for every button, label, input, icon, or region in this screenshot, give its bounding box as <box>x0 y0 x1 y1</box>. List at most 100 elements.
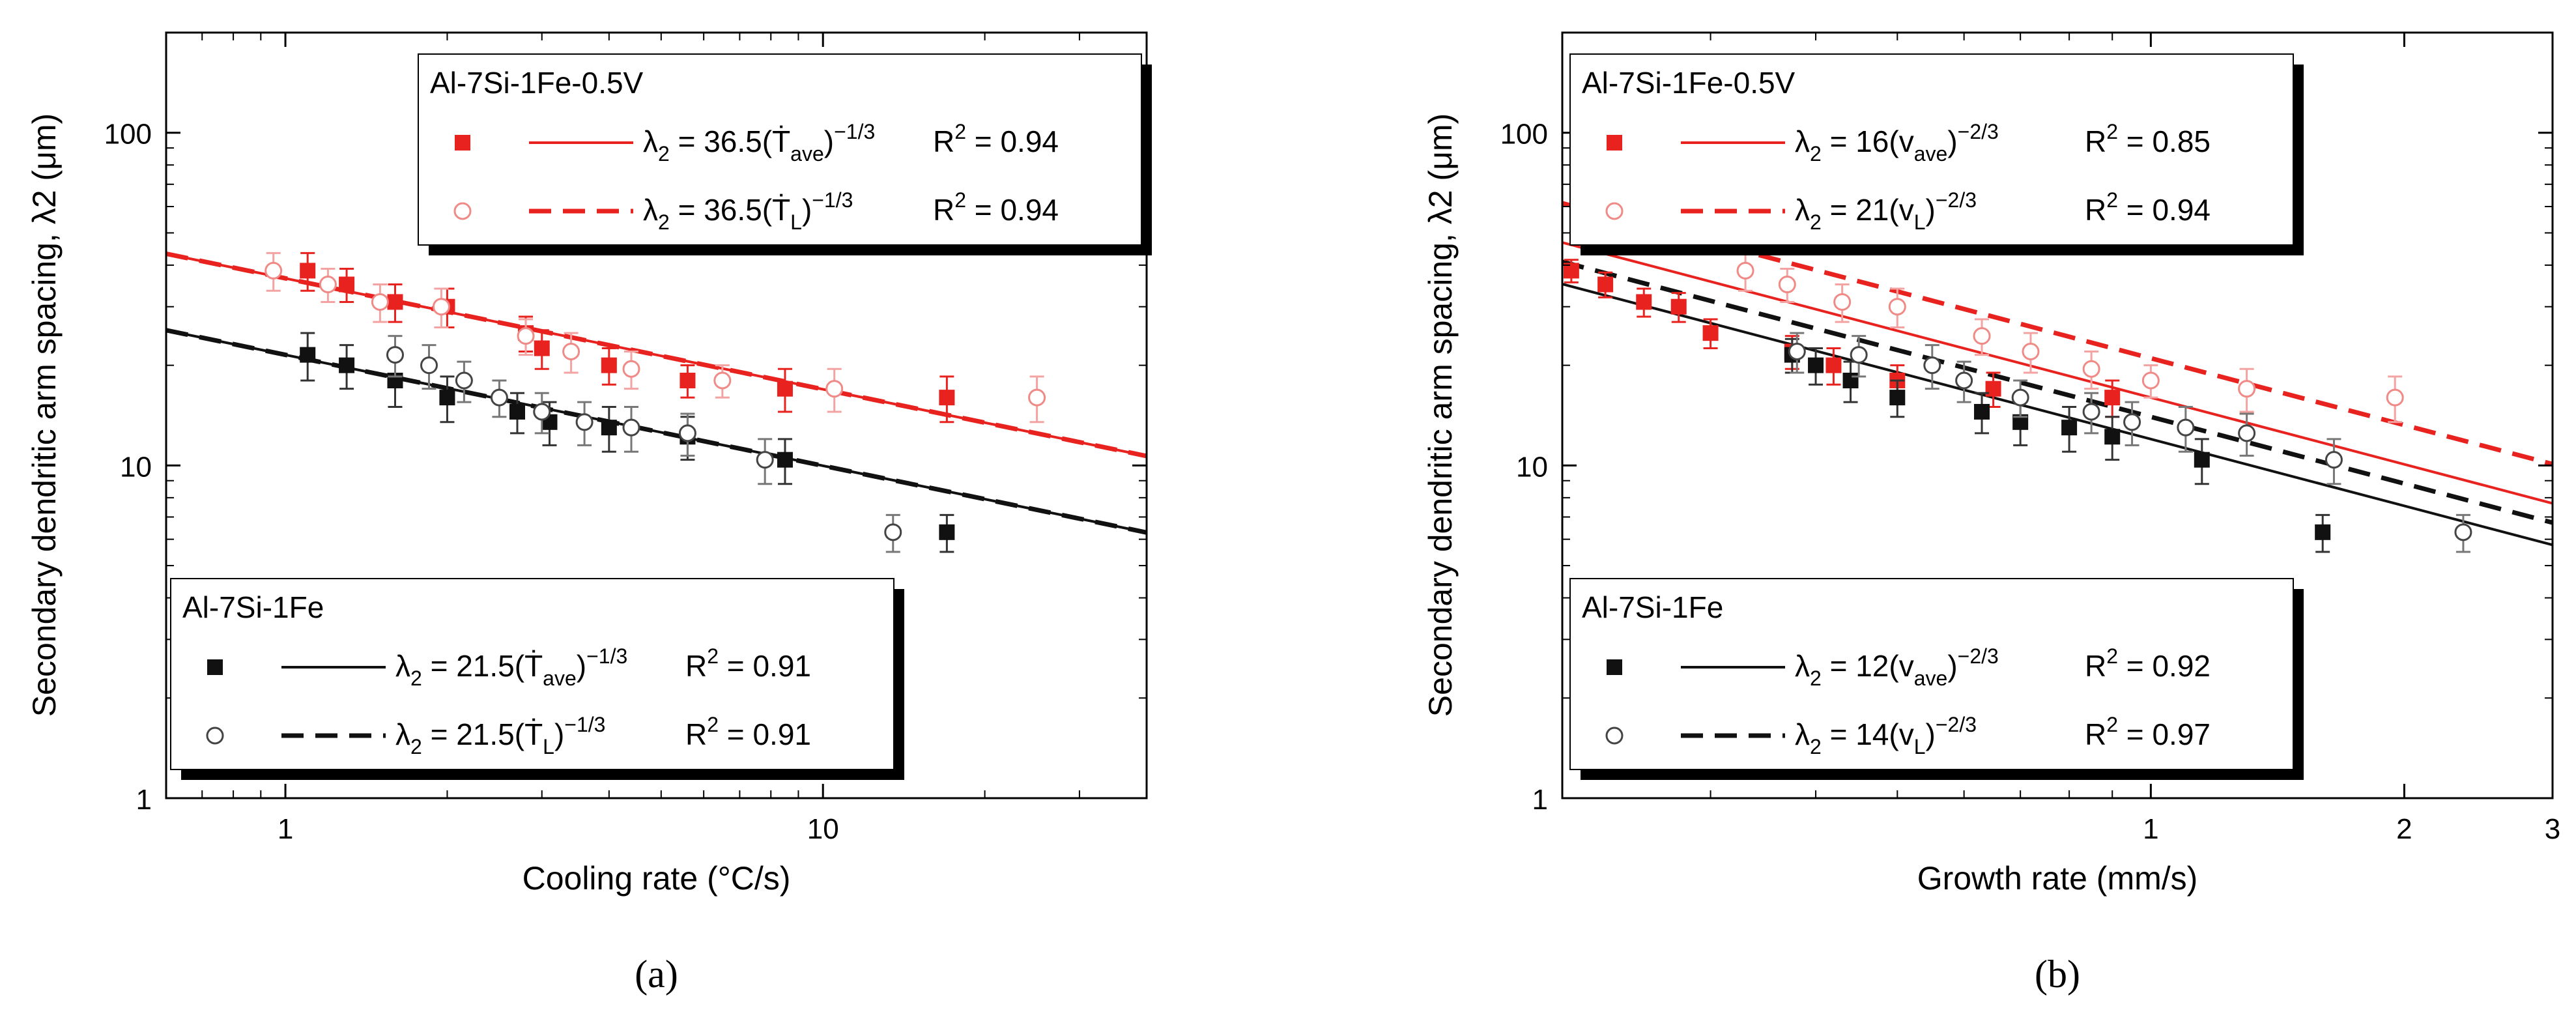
data-point <box>1778 276 1796 294</box>
data-point <box>439 390 455 406</box>
r2-label: R <box>933 124 954 158</box>
legend-marker <box>207 659 223 675</box>
legend-r2: R2 = 0.94 <box>933 188 1059 227</box>
series <box>1563 259 2121 418</box>
data-point <box>562 343 580 361</box>
eq-body: = 21.5(Ṫ <box>422 649 543 683</box>
data-point <box>2022 343 2040 361</box>
x-tick-label: 1 <box>2143 813 2158 845</box>
r2-sup: 2 <box>954 120 966 143</box>
data-point <box>534 340 550 356</box>
data-point <box>1889 390 1906 406</box>
legend-title: Al-7Si-1Fe <box>182 590 324 624</box>
data-point <box>2061 420 2078 436</box>
eq-sup: −1/3 <box>564 713 605 736</box>
legend-r2: R2 = 0.97 <box>2085 713 2211 751</box>
eq-lambda: λ <box>1795 649 1810 683</box>
y-tick-label: 100 <box>104 119 152 151</box>
eq-sub: ave <box>1914 667 1948 690</box>
data-point <box>1636 294 1652 310</box>
data-point <box>517 327 535 345</box>
data-point <box>300 347 316 363</box>
data-point <box>420 356 438 375</box>
eq-sub: L <box>1914 210 1926 234</box>
eq-body: = 36.5(Ṫ <box>670 193 790 227</box>
eq-body: = 21.5(Ṫ <box>422 717 543 751</box>
fit-line <box>166 328 1147 535</box>
legend-marker <box>455 135 470 151</box>
r2-sup: 2 <box>707 713 719 736</box>
data-point <box>2177 418 2195 437</box>
data-point <box>1808 357 1824 373</box>
r2-sup: 2 <box>707 644 719 668</box>
chart-0: 1 10 100 1 10 Cooling rate (°C/s) Secondary de… <box>26 31 1152 897</box>
data-point <box>1842 373 1859 389</box>
legend-marker <box>206 726 224 745</box>
eq-sub: ave <box>1914 142 1948 165</box>
legend-r2: R2 = 0.92 <box>2085 644 2211 683</box>
eq-sup: −1/3 <box>586 644 627 668</box>
data-point <box>1850 346 1868 364</box>
r2-value: = 0.91 <box>719 717 811 751</box>
r2-value: = 0.94 <box>2118 193 2211 227</box>
eq-sub: 2 <box>658 210 670 234</box>
x-axis-title: Cooling rate (°C/s) <box>522 860 791 897</box>
r2-value: = 0.92 <box>2118 649 2211 683</box>
chart-1: 1 10 100 1 2 3 Growth rate (mm/s) Secondary den… <box>1422 31 2560 897</box>
eq-sup: −2/3 <box>1958 644 1999 668</box>
panel-label: (a) <box>635 953 678 996</box>
data-point <box>2123 413 2141 431</box>
eq-sub: L <box>1914 735 1926 758</box>
r2-sup: 2 <box>2106 644 2118 668</box>
eq-close: ) <box>577 649 586 683</box>
eq-close: ) <box>554 717 564 751</box>
legend-equation: λ2 = 14(vL)−2/3 <box>1795 713 1977 758</box>
x-tick-label: 3 <box>2545 813 2560 845</box>
data-point <box>319 276 337 294</box>
legend-r2: R2 = 0.94 <box>2085 188 2211 227</box>
y-axis-title: Secondary dendritic arm spacing, λ2 (μm) <box>26 113 63 717</box>
data-point <box>2104 390 2121 406</box>
data-point <box>1833 293 1852 311</box>
x-axis-title: Growth rate (mm/s) <box>1917 860 2198 897</box>
data-point <box>1670 298 1687 315</box>
fit-line <box>166 252 1147 459</box>
r2-sup: 2 <box>2106 120 2118 143</box>
data-point <box>2082 403 2100 421</box>
legend-title: Al-7Si-1Fe <box>1582 590 1723 624</box>
eq-sub: 2 <box>658 142 670 165</box>
eq-body: = 14(v <box>1822 717 1914 751</box>
legend-marker <box>453 202 472 220</box>
data-point <box>575 413 594 431</box>
eq-close: ) <box>1926 193 1936 227</box>
data-point <box>601 357 617 373</box>
legend-marker <box>1607 659 1622 675</box>
data-point <box>533 403 551 421</box>
data-point <box>2454 523 2472 541</box>
eq-lambda: λ <box>395 649 410 683</box>
eq-body: = 16(v <box>1822 124 1914 158</box>
data-point <box>1028 388 1046 407</box>
data-point <box>2315 524 2331 540</box>
eq-close: ) <box>824 124 834 158</box>
plot-frame <box>165 31 1148 799</box>
data-point <box>386 346 404 364</box>
data-point <box>265 261 283 280</box>
data-point <box>339 357 355 373</box>
data-point <box>1923 356 1941 375</box>
r2-sup: 2 <box>2106 188 2118 212</box>
eq-sub: 2 <box>1810 735 1822 758</box>
data-point <box>2238 424 2256 442</box>
r2-sup: 2 <box>2106 713 2118 736</box>
legend-equation: λ2 = 36.5(Ṫave)−1/3 <box>643 120 875 165</box>
eq-sup: −1/3 <box>834 120 875 143</box>
eq-body: = 21(v <box>1822 193 1914 227</box>
data-point <box>2082 360 2100 378</box>
eq-sup: −2/3 <box>1958 120 1999 143</box>
x-tick-label: 1 <box>278 813 293 845</box>
legend-equation: λ2 = 21.5(Ṫave)−1/3 <box>395 644 627 690</box>
eq-close: ) <box>1926 717 1936 751</box>
